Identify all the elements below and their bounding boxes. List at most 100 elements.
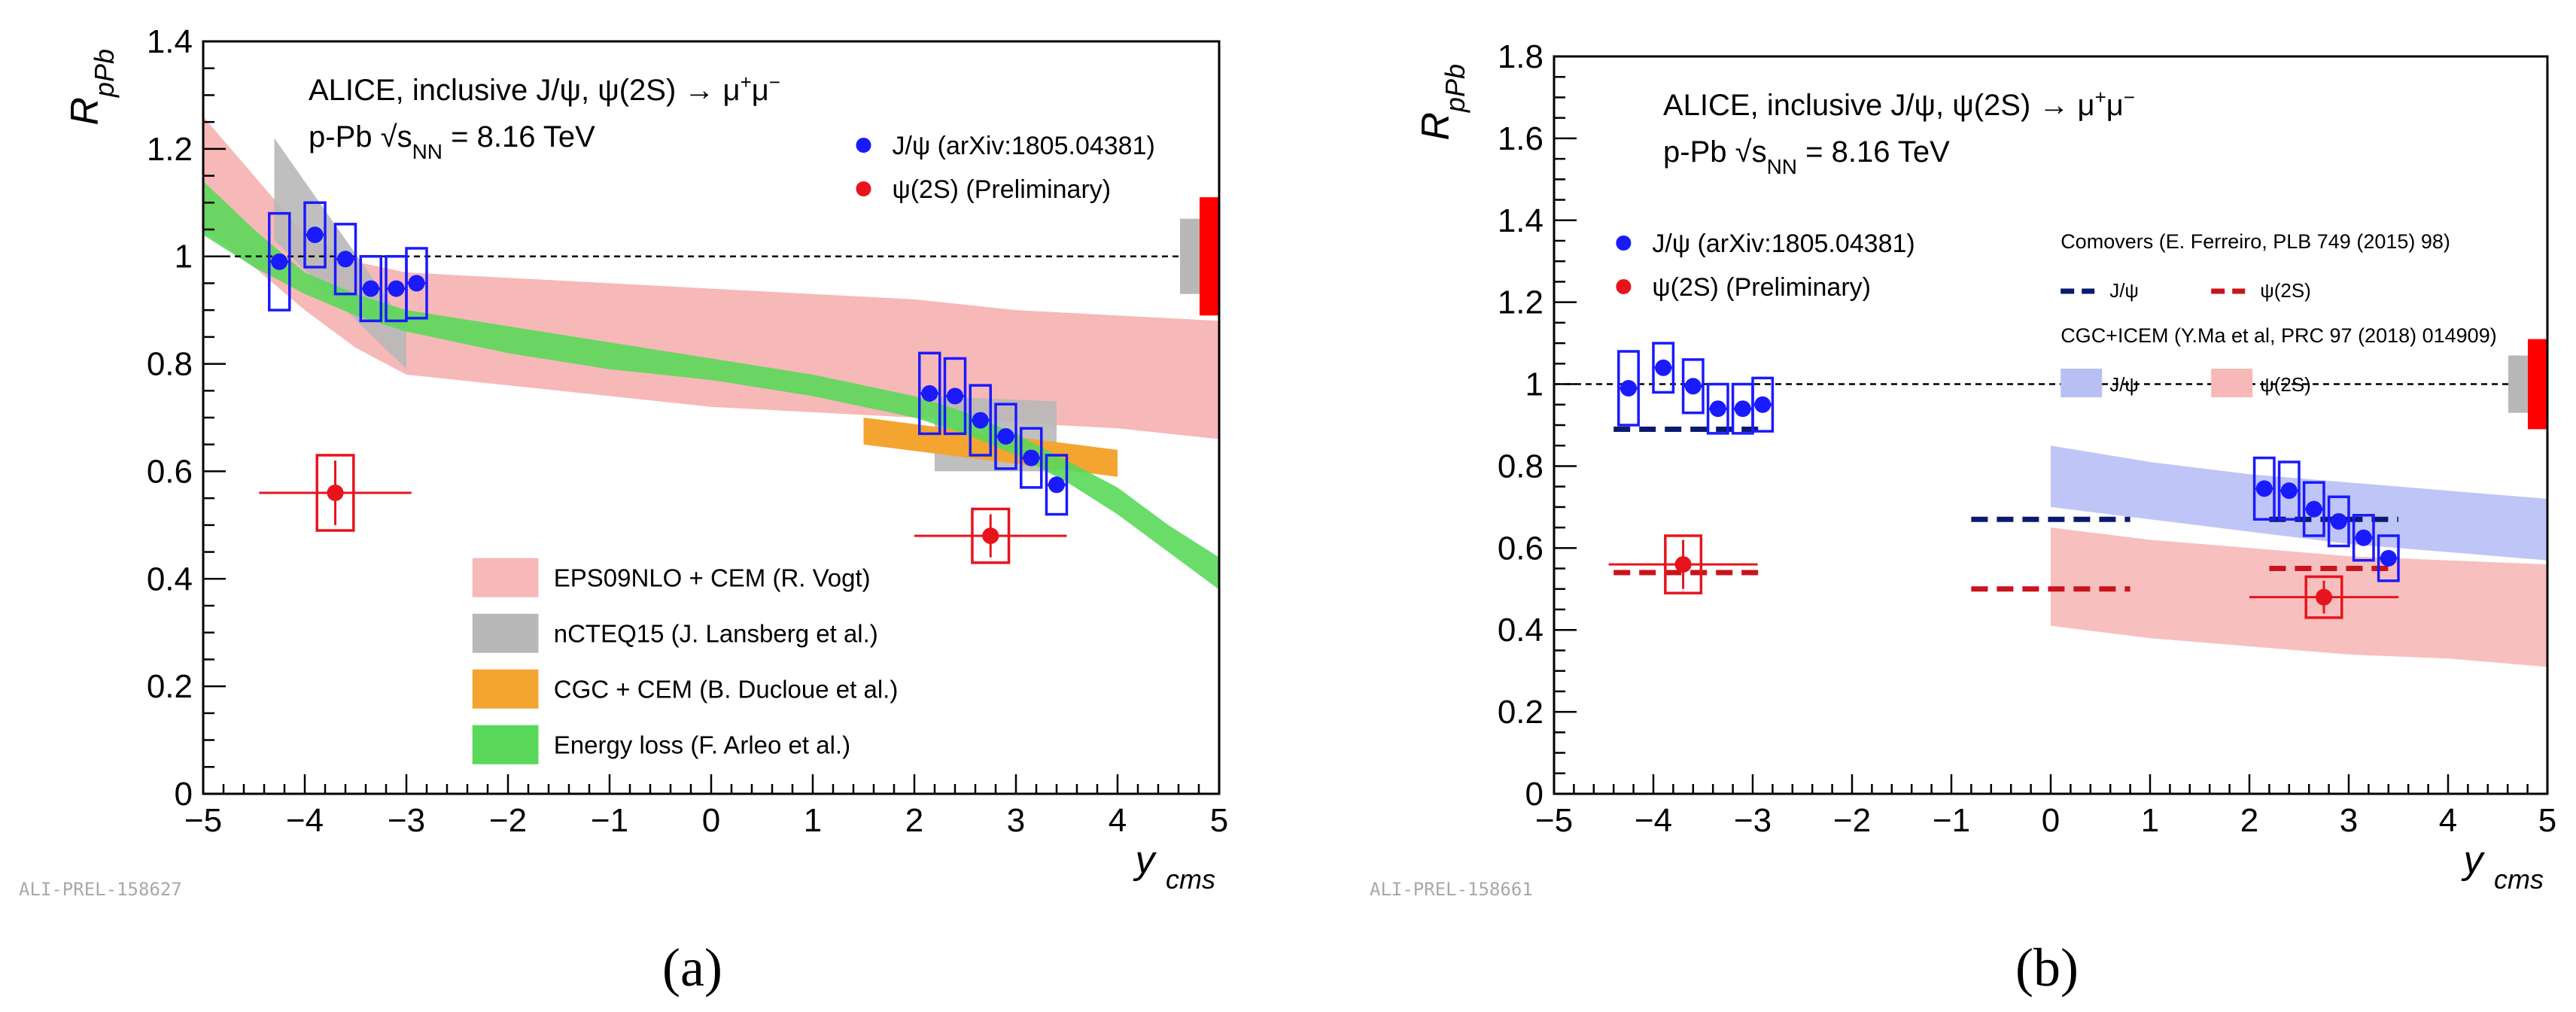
jpsi-point [1620,380,1637,397]
psi2s-point [982,527,999,545]
y-tick-label: 1 [1525,366,1543,403]
jpsi-point [1709,400,1726,418]
legend-label-comovers-jpsi: J/ψ [2109,279,2139,302]
legend-marker-psi2s [1616,279,1632,294]
legend-swatch-energy-loss [472,725,539,764]
x-tick-label: −1 [1933,802,1970,839]
jpsi-point [1048,476,1065,494]
jpsi-point [2330,512,2347,530]
x-tick-label: 0 [2042,802,2060,839]
legend-label-comovers-psi2s: ψ(2S) [2260,279,2311,302]
y-tick-label: 1 [175,239,193,275]
y-axis-label: RpPb [1414,64,1470,141]
jpsi-point [1023,449,1040,466]
jpsi-point [2380,549,2397,567]
x-tick-label: −4 [286,802,324,839]
legend-marker-jpsi [1616,236,1632,251]
x-tick-label: −5 [1535,802,1573,839]
plot-area [1613,426,2547,667]
jpsi-point [1734,400,1751,418]
x-tick-label: −3 [388,802,425,839]
global-uncertainty-psi2s [2528,339,2547,430]
jpsi-point [1684,378,1702,395]
x-tick-label: 5 [1210,802,1228,839]
chart-subtitle: p-Pb √sNN = 8.16 TeV [309,120,595,163]
y-tick-label: 0.2 [1498,694,1543,731]
y-tick-label: 0.6 [1498,530,1543,567]
legend-swatch-icem-jpsi [2060,369,2103,397]
x-tick-label: 1 [804,802,822,839]
global-uncertainty-jpsi [2508,355,2528,413]
x-axis-label: y cms [2462,838,2544,895]
y-tick-label: 1.2 [1498,284,1543,321]
panel-a: −5 −4 −3 −2 −1 0 1 2 3 4 5 0 0.2 0.4 0.6 0.8 1 1.2 1.4 y cm… [19,23,1228,900]
chart-title: ALICE, inclusive J/ψ, ψ(2S) → μ+μ− [1663,86,2135,122]
legend-swatch-eps09 [472,558,539,597]
legend-label-icem-jpsi: J/ψ [2109,373,2139,396]
psi2s-point [1674,556,1692,573]
x-axis-label: y cms [1133,838,1215,895]
legend-label-jpsi: J/ψ (arXiv:1805.04381) [1652,229,1915,258]
y-tick-label: 1.8 [1498,38,1543,75]
legend-marker-jpsi [856,138,871,153]
y-tick-label: 0.6 [147,453,193,490]
jpsi-point [2355,529,2372,546]
x-tick-label: 0 [702,802,720,839]
jpsi-point [2280,482,2298,500]
model-legend-label: nCTEQ15 (J. Lansberg et al.) [554,620,878,648]
jpsi-point [388,280,405,297]
panel-b: −5 −4 −3 −2 −1 0 1 2 3 4 5 0 0.2 0.4 0.6 0.8 1 1.2 1.4 1.6 1… [1370,38,2556,900]
jpsi-point [1655,359,1672,376]
jpsi-point [2255,480,2273,497]
y-tick-label: 1.4 [1498,202,1543,239]
y-tick-label: 0.8 [147,346,193,383]
legend-swatch-icem-psi2s [2211,369,2253,397]
chart-title: ALICE, inclusive J/ψ, ψ(2S) → μ+μ− [309,71,780,107]
jpsi-point [972,412,989,429]
model-legend-label: CGC + CEM (B. Ducloue et al.) [554,676,899,704]
x-tick-label: 4 [2439,802,2457,839]
legend-swatch-cgc-cem [472,669,539,709]
psi2s-point [327,485,344,501]
x-tick-label: 1 [2141,802,2159,839]
panel-a-label: (a) [662,938,722,998]
x-tick-label: −2 [1833,802,1871,839]
y-tick-label: 0.4 [147,561,193,597]
y-tick-label: 0 [1525,776,1543,813]
legend-label-psi2s: ψ(2S) (Preliminary) [1652,273,1871,302]
comovers-legend-title: Comovers (E. Ferreiro, PLB 749 (2015) 98… [2060,230,2450,253]
chart-subtitle: p-Pb √sNN = 8.16 TeV [1663,135,1950,178]
y-axis-label: RpPb [63,49,120,126]
x-tick-label: −1 [591,802,628,839]
y-tick-label: 1.2 [147,131,193,168]
x-tick-label: 2 [905,802,923,839]
y-tick-label: 0.4 [1498,612,1543,649]
legend-swatch-ncteq15 [472,613,539,653]
x-tick-label: −5 [184,802,222,839]
y-tick-label: 1.4 [147,23,193,60]
jpsi-point [1754,396,1772,413]
global-uncertainty-psi2s [1200,197,1219,316]
x-tick-label: 3 [1007,802,1025,839]
jpsi-point [2305,500,2322,518]
jpsi-point [306,226,324,244]
panel-b-label: (b) [2015,938,2079,998]
y-tick-label: 0.8 [1498,448,1543,485]
x-tick-label: 5 [2538,802,2556,839]
preliminary-watermark: ALI-PREL-158627 [19,879,182,900]
y-tick-label: 0 [175,776,193,813]
icem-legend-title: CGC+ICEM (Y.Ma et al, PRC 97 (2018) 0149… [2060,324,2497,347]
x-tick-label: −2 [489,802,527,839]
model-legend-label: Energy loss (F. Arleo et al.) [554,731,850,759]
psi2s-point [2316,588,2332,606]
jpsi-point [362,280,379,297]
legend-label-psi2s: ψ(2S) (Preliminary) [893,175,1112,204]
preliminary-watermark: ALI-PREL-158661 [1370,879,1533,900]
jpsi-point [947,387,963,405]
x-tick-label: 4 [1109,802,1127,839]
jpsi-point [337,251,354,268]
y-tick-label: 0.2 [147,668,193,705]
jpsi-point [921,384,938,402]
model-legend-label: EPS09NLO + CEM (R. Vogt) [554,564,871,592]
